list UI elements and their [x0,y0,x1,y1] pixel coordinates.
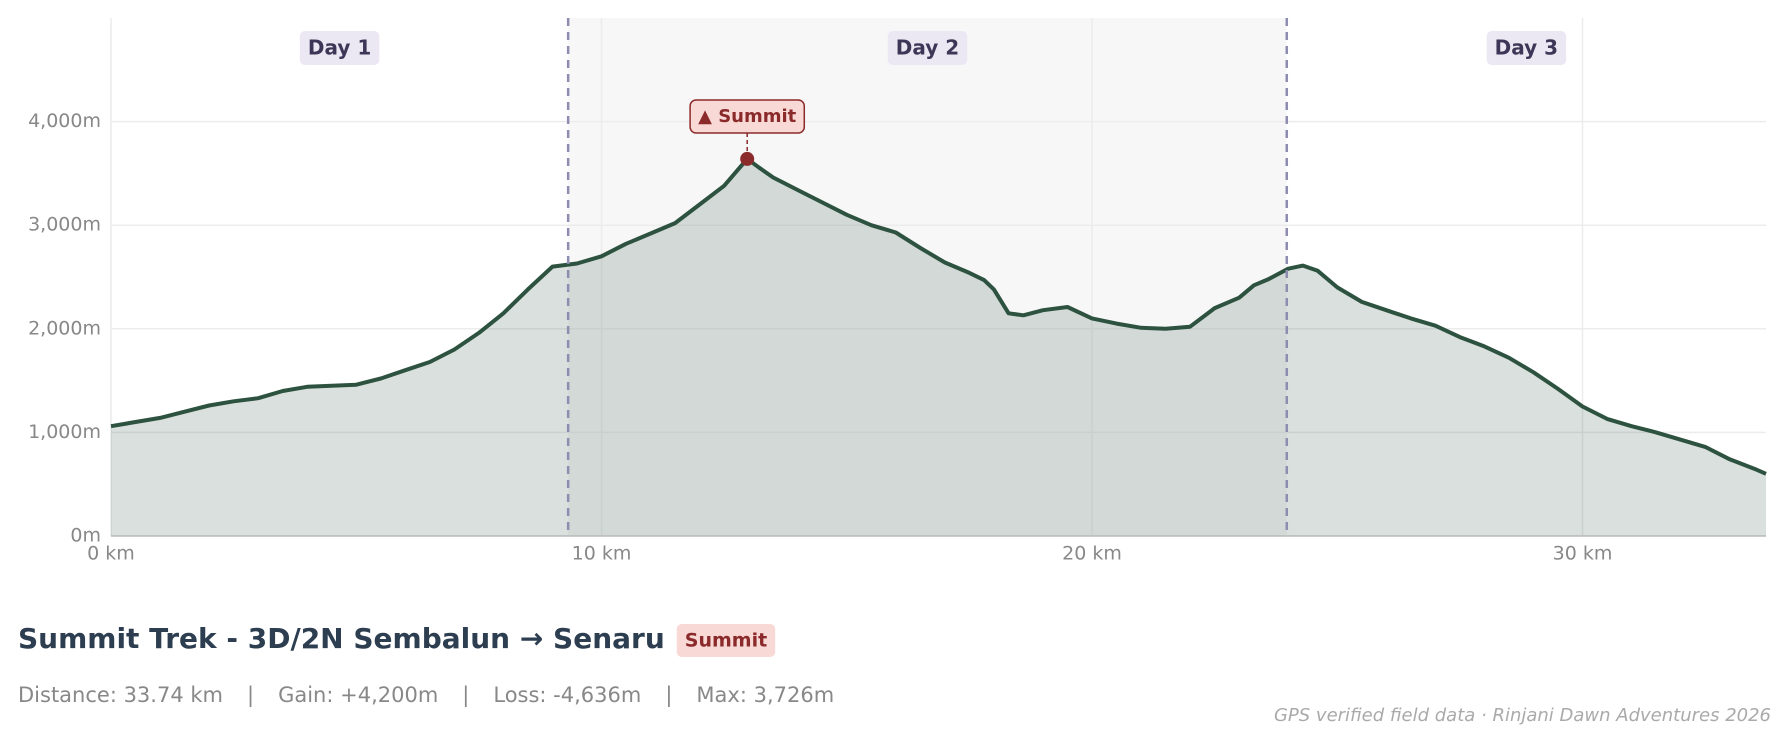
annotation-box [689,99,806,134]
x-tick-label: 20 km [1062,543,1122,565]
x-tick-label: 10 km [572,543,632,565]
elevation-area [111,158,1766,536]
stat-separator: | [247,683,254,708]
stat-separator: | [462,683,469,708]
y-tick-label: 3,000m [28,214,101,236]
y-tick-label: 0m [70,525,101,547]
day-shade [568,18,1287,536]
annotation-label: ▲ Summit [698,106,797,127]
title-badge: Summit [685,630,767,652]
stat-separator: | [665,683,672,708]
title-badge-bg [676,624,776,657]
title: Summit Trek - 3D/2N Sembalun → Senaru [18,622,665,655]
elevation-line [110,156,1767,476]
y-tick-label: 1,000m [28,421,101,443]
stat: Gain: +4,200m [278,683,438,707]
stat: Loss: -4,636m [493,683,641,707]
day-label-bg [1486,31,1567,65]
x-tick-label: 30 km [1553,543,1613,565]
x-tick-label: 0 km [87,543,135,565]
day-label-bg [887,31,968,65]
y-tick-label: 2,000m [28,317,101,339]
y-tick-label: 4,000m [28,110,101,132]
stats: Distance: 33.74 km | Gain: +4,200m | Loss: -… [18,683,834,708]
summit-marker [740,151,755,166]
day-label: Day 3 [1495,36,1558,60]
day-label: Day 1 [308,36,371,60]
credit: GPS verified field data · Rinjani Dawn A… [1274,705,1771,726]
day-label: Day 2 [896,36,959,60]
stat: Distance: 33.74 km [18,683,223,707]
day-label-bg [299,31,380,65]
stat: Max: 3,726m [696,683,834,707]
